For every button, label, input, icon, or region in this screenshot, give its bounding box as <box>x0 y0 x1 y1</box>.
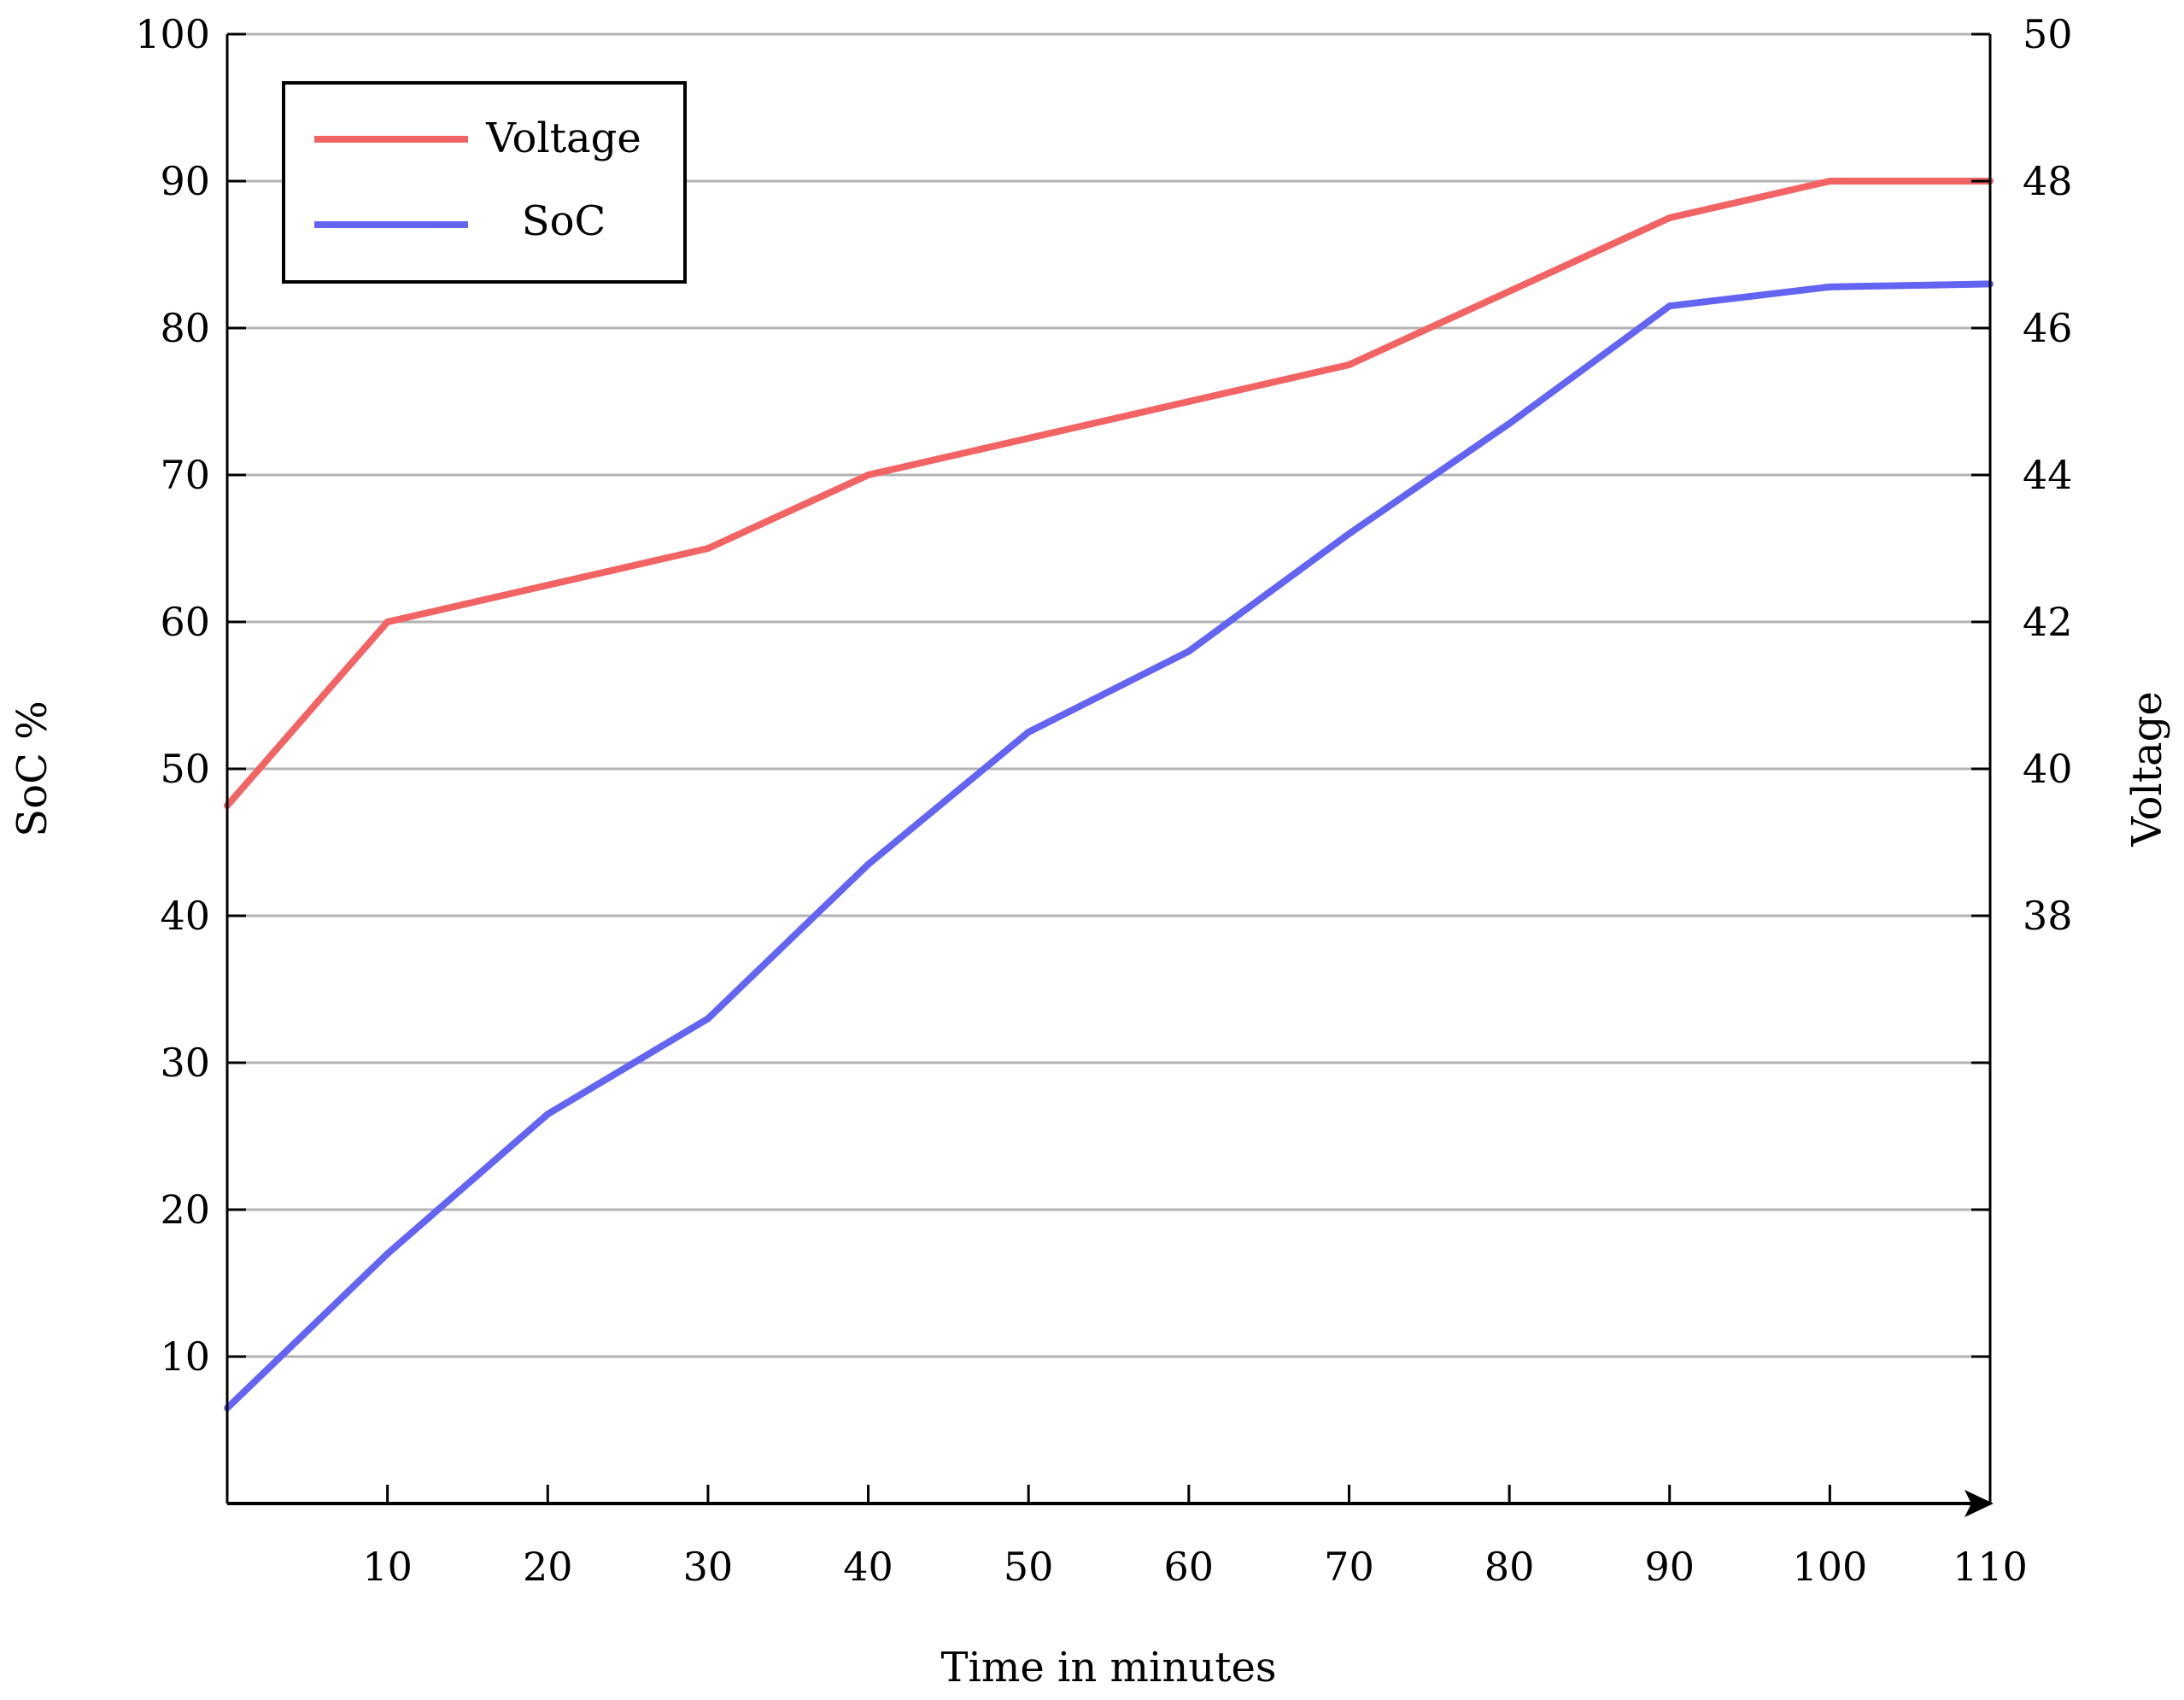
series-point-voltage <box>1666 214 1673 221</box>
plot-area <box>224 178 1994 1412</box>
y-right-tick-label: 50 <box>2023 11 2073 57</box>
series-point-soc <box>384 1250 391 1257</box>
x-axis-title: Time in minutes <box>940 1644 1276 1691</box>
x-tick-label: 20 <box>523 1544 573 1590</box>
series-point-voltage <box>544 582 552 589</box>
x-tick-label: 10 <box>362 1544 413 1590</box>
x-tick-label: 80 <box>1484 1544 1535 1590</box>
x-tick-label: 90 <box>1644 1544 1695 1590</box>
series-point-voltage <box>1185 398 1192 405</box>
ticks: 10 20 30 40 50 60 70 80 90 100 38 40 42 44 46 48 50 10 20 3… <box>135 11 2072 1590</box>
y-right-tick-label: 42 <box>2023 599 2073 645</box>
legend-label-voltage: Voltage <box>485 114 641 162</box>
y-left-tick-label: 30 <box>160 1040 210 1086</box>
series-point-soc <box>1506 419 1514 427</box>
y-right-tick-label: 44 <box>2023 452 2073 498</box>
series-point-soc <box>1345 530 1353 537</box>
y-left-tick-label: 50 <box>160 746 210 792</box>
y-left-tick-label: 10 <box>160 1334 210 1380</box>
series-point-voltage <box>1025 435 1033 442</box>
series-point-voltage <box>1506 288 1514 295</box>
grid <box>227 32 1990 1358</box>
series-point-voltage <box>1826 178 1834 185</box>
y-left-tick-label: 20 <box>160 1187 210 1233</box>
series-point-voltage <box>384 618 391 625</box>
y-right-tick-label: 38 <box>2023 893 2073 939</box>
legend-label-soc: SoC <box>522 197 606 245</box>
y-right-tick-label: 40 <box>2023 746 2073 792</box>
series-point-soc <box>1826 283 1834 290</box>
legend-box <box>282 81 687 284</box>
x-tick-label: 110 <box>1953 1544 2028 1590</box>
y-right-tick-label: 46 <box>2023 305 2073 351</box>
x-tick-label: 50 <box>1004 1544 1054 1590</box>
y-left-tick-label: 70 <box>160 452 210 498</box>
series-point-soc <box>864 860 872 868</box>
y-axis-left-title: SoC % <box>9 701 56 836</box>
series-point-soc <box>1025 729 1033 736</box>
y-right-tick-label: 48 <box>2023 158 2073 204</box>
series-line-voltage <box>224 178 1990 808</box>
series-point-voltage <box>1345 361 1353 368</box>
y-left-tick-label: 80 <box>160 305 210 351</box>
x-axis-arrow <box>1964 1490 1994 1517</box>
x-tick-label: 70 <box>1324 1544 1374 1590</box>
y-left-tick-label: 90 <box>160 158 210 204</box>
x-tick-label: 40 <box>843 1544 893 1590</box>
series-point-soc <box>1185 648 1192 655</box>
legend: Voltage SoC <box>282 81 687 284</box>
x-tick-label: 30 <box>683 1544 734 1590</box>
y-axis-right-title: Voltage <box>2123 691 2171 847</box>
series-point-soc <box>704 1015 711 1023</box>
series-point-voltage <box>864 472 872 478</box>
x-tick-label: 100 <box>1792 1544 1867 1590</box>
series-point-soc <box>544 1111 552 1118</box>
y-left-tick-label: 100 <box>135 11 210 57</box>
y-left-tick-label: 40 <box>160 893 210 939</box>
series-point-voltage <box>704 545 711 552</box>
y-left-tick-label: 60 <box>160 599 210 645</box>
x-tick-label: 60 <box>1164 1544 1215 1590</box>
series-line-soc <box>225 280 1991 1411</box>
series-point-soc <box>1666 302 1673 310</box>
